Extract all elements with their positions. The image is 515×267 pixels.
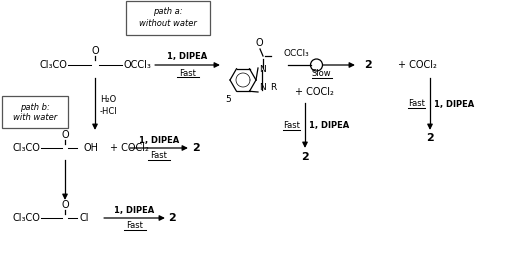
Text: Cl₃CO: Cl₃CO (12, 143, 40, 153)
Text: + COCl₂: + COCl₂ (295, 87, 334, 97)
Text: without water: without water (139, 18, 197, 28)
Text: O: O (61, 130, 69, 140)
Text: Cl₃CO: Cl₃CO (39, 60, 67, 70)
Text: Fast: Fast (126, 222, 143, 230)
Text: H₂O: H₂O (100, 95, 116, 104)
Text: O: O (255, 38, 263, 48)
Text: Fast: Fast (408, 100, 425, 108)
Text: 5: 5 (225, 96, 231, 104)
Text: Fast: Fast (283, 121, 300, 130)
Text: OH: OH (83, 143, 98, 153)
Text: path b:: path b: (20, 103, 50, 112)
Text: OCCl₃: OCCl₃ (283, 49, 309, 58)
Text: Fast: Fast (150, 151, 167, 160)
Text: 1, DIPEA: 1, DIPEA (309, 121, 349, 130)
Text: Fast: Fast (179, 69, 196, 77)
Text: OCCl₃: OCCl₃ (123, 60, 151, 70)
Text: 2: 2 (301, 152, 309, 162)
Text: 1, DIPEA: 1, DIPEA (167, 53, 208, 61)
Text: 2: 2 (168, 213, 176, 223)
Text: R: R (270, 84, 276, 92)
FancyBboxPatch shape (2, 96, 68, 128)
Text: path a:: path a: (153, 7, 183, 17)
Text: with water: with water (13, 112, 57, 121)
Text: O: O (61, 200, 69, 210)
Text: 1, DIPEA: 1, DIPEA (139, 135, 179, 144)
Text: N: N (260, 84, 266, 92)
Text: + COCl₂: + COCl₂ (398, 60, 437, 70)
Text: Slow: Slow (312, 69, 331, 78)
Text: -HCl: -HCl (100, 107, 117, 116)
Text: Cl: Cl (80, 213, 90, 223)
Text: 2: 2 (426, 133, 434, 143)
Text: 2: 2 (192, 143, 200, 153)
Text: N: N (260, 65, 266, 74)
Text: O: O (91, 46, 99, 56)
Text: + COCl₂: + COCl₂ (110, 143, 149, 153)
FancyBboxPatch shape (126, 1, 210, 35)
Text: 1, DIPEA: 1, DIPEA (114, 206, 154, 214)
Text: 2: 2 (364, 60, 372, 70)
Text: Cl₃CO: Cl₃CO (12, 213, 40, 223)
Text: 1, DIPEA: 1, DIPEA (434, 100, 474, 108)
